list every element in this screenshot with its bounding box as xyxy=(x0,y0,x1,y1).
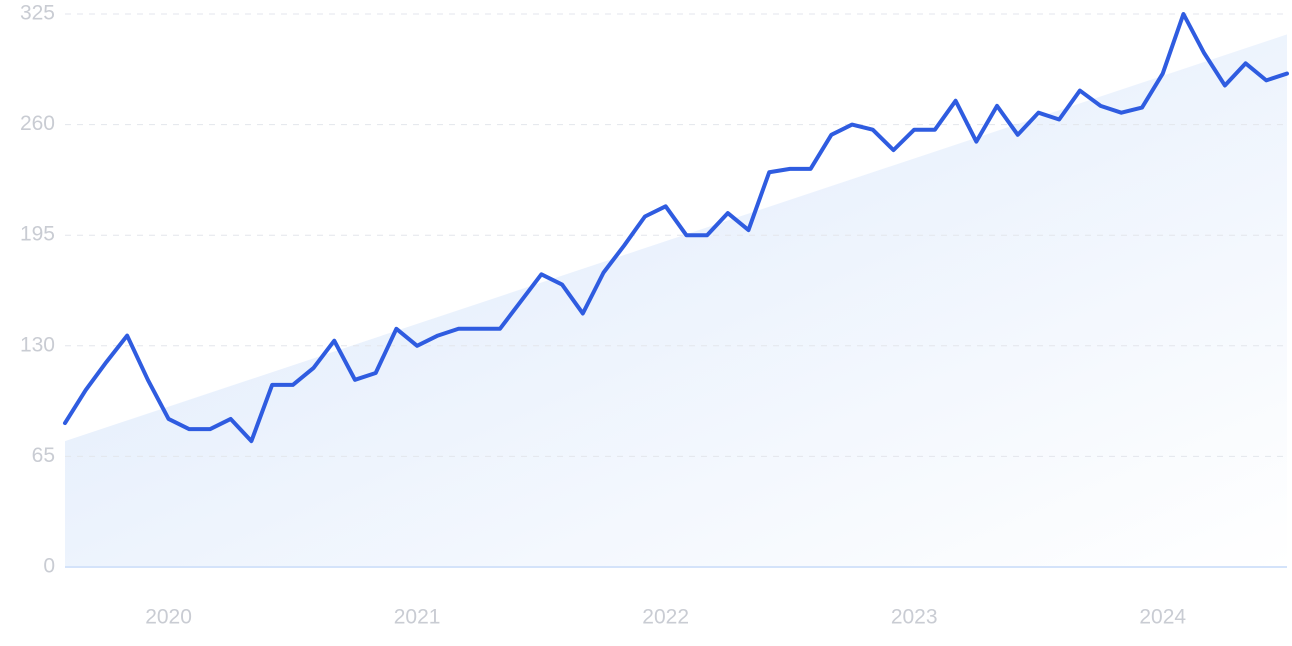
y-tick-label: 195 xyxy=(20,223,55,246)
y-tick-label: 0 xyxy=(43,555,55,578)
trend-area xyxy=(65,34,1287,568)
y-tick-label: 325 xyxy=(20,2,55,25)
x-tick-label: 2021 xyxy=(394,606,441,629)
y-tick-label: 260 xyxy=(20,112,55,135)
y-tick-label: 130 xyxy=(20,333,55,356)
x-tick-label: 2024 xyxy=(1139,606,1186,629)
line xyxy=(63,12,1289,444)
y-tick-label: 65 xyxy=(32,444,55,467)
x-tick-label: 2020 xyxy=(145,606,192,629)
x-tick-label: 2022 xyxy=(642,606,689,629)
x-tick-label: 2023 xyxy=(891,606,938,629)
